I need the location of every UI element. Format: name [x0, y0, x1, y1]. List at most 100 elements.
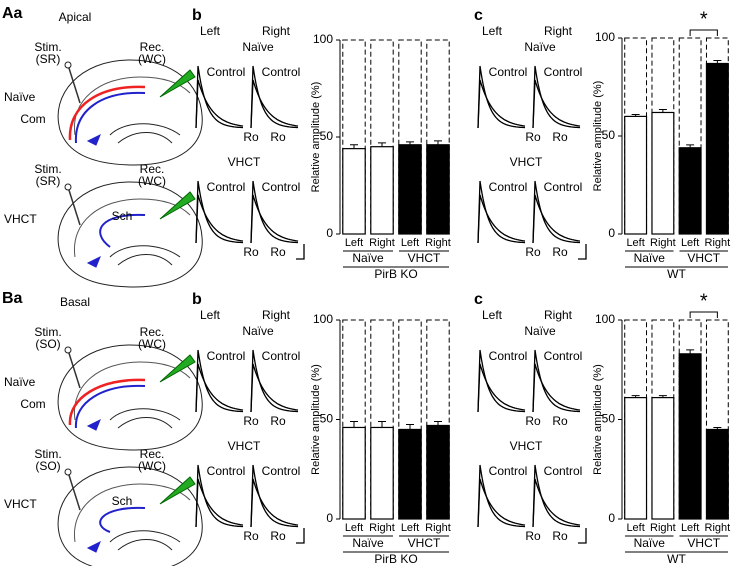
bar: [370, 426, 394, 520]
label: (SO): [35, 459, 60, 473]
label: c: [474, 7, 483, 24]
group-label: Naïve: [352, 251, 384, 265]
x-tick-label: Left: [345, 237, 363, 249]
label: VHCT: [228, 155, 261, 169]
label: Right: [262, 24, 291, 38]
stim-tip: [64, 61, 72, 69]
label: Rec.: [140, 162, 165, 176]
error-bar: [713, 60, 722, 64]
label: Naïve: [4, 375, 36, 389]
bar: [624, 397, 648, 520]
trace-ro: [477, 363, 526, 413]
bar: [705, 62, 729, 235]
bar: [342, 148, 366, 235]
bar: [398, 428, 422, 520]
group-label: Naïve: [634, 251, 666, 265]
label: Control: [489, 464, 528, 478]
group-label: VHCT: [408, 251, 441, 265]
error-bar: [658, 395, 667, 398]
rec-pipette: [159, 69, 196, 98]
bar: [624, 115, 648, 235]
outline: [57, 344, 203, 451]
hippocampus-diagram: [57, 59, 203, 166]
label: (WC): [138, 459, 166, 473]
label: Control: [489, 349, 528, 363]
label: Ro: [525, 245, 541, 259]
error-bar: [434, 420, 442, 426]
dentate: [109, 530, 181, 551]
label: Ro: [243, 414, 259, 428]
bar: [398, 144, 422, 235]
y-tick-label: 50: [320, 129, 334, 143]
outline: [57, 59, 203, 166]
label: Naïve: [242, 324, 274, 338]
error-bar: [406, 423, 414, 430]
significance-bracket: [689, 29, 718, 36]
rec-pipette: [159, 476, 196, 505]
error-bar: [434, 140, 442, 145]
arrow: [86, 418, 101, 431]
label: Control: [489, 65, 528, 79]
error-bar: [378, 420, 386, 428]
trace-ro: [477, 194, 526, 244]
label: Basal: [60, 295, 90, 309]
x-tick-label: Right: [369, 237, 395, 249]
label: Ro: [243, 529, 259, 543]
label: Ro: [270, 130, 286, 144]
y-tick-label: 100: [595, 30, 615, 44]
label: Ba: [2, 290, 23, 307]
error-bar: [631, 113, 640, 117]
label: Ro: [525, 130, 541, 144]
label: Stim.: [34, 40, 61, 54]
y-tick-label: 50: [602, 128, 616, 142]
label: Ro: [243, 130, 259, 144]
sch-path: [99, 506, 146, 533]
label: (WC): [138, 174, 166, 188]
error-bar: [658, 109, 667, 113]
label: Control: [207, 180, 246, 194]
trace-ro: [532, 363, 581, 413]
scale-bar: [578, 244, 587, 260]
label: Ro: [525, 414, 541, 428]
label: Com: [20, 397, 45, 411]
stim-tip: [64, 183, 72, 191]
electrode-stim: [67, 64, 81, 104]
label: Control: [544, 180, 583, 194]
label: Aa: [2, 5, 23, 22]
label: VHCT: [510, 439, 543, 453]
label: VHCT: [4, 212, 37, 226]
y-tick-label: 100: [313, 312, 333, 326]
bar: [370, 146, 394, 235]
bar: [426, 424, 450, 520]
significance: *: [700, 8, 708, 30]
label: Ro: [270, 245, 286, 259]
label: Control: [544, 464, 583, 478]
label: Control: [262, 65, 301, 79]
electrode-stim: [67, 471, 81, 511]
label: Control: [262, 349, 301, 363]
label: Control: [544, 349, 583, 363]
label: Left: [482, 308, 503, 322]
label: Com: [20, 112, 45, 126]
com-path: [68, 85, 146, 141]
label: Sch: [112, 209, 133, 223]
bar: [342, 426, 366, 520]
trace-ro: [250, 363, 299, 413]
x-tick-label: Right: [705, 522, 731, 534]
label: b: [192, 291, 202, 308]
dentate: [109, 408, 181, 429]
label: Rec.: [140, 325, 165, 339]
rec-pipette: [159, 191, 196, 220]
label: b: [192, 7, 202, 24]
y-tick-label: 100: [313, 32, 333, 46]
dentate: [109, 245, 181, 266]
hippocampus-diagram: [57, 181, 203, 288]
x-tick-label: Left: [401, 522, 419, 534]
x-axis-label: WT: [667, 552, 686, 566]
stim-tip: [64, 346, 72, 354]
x-tick-label: Right: [650, 237, 676, 249]
trace-ro: [250, 79, 299, 129]
bar: [651, 111, 675, 235]
label: Left: [200, 308, 221, 322]
label: Apical: [59, 10, 92, 24]
